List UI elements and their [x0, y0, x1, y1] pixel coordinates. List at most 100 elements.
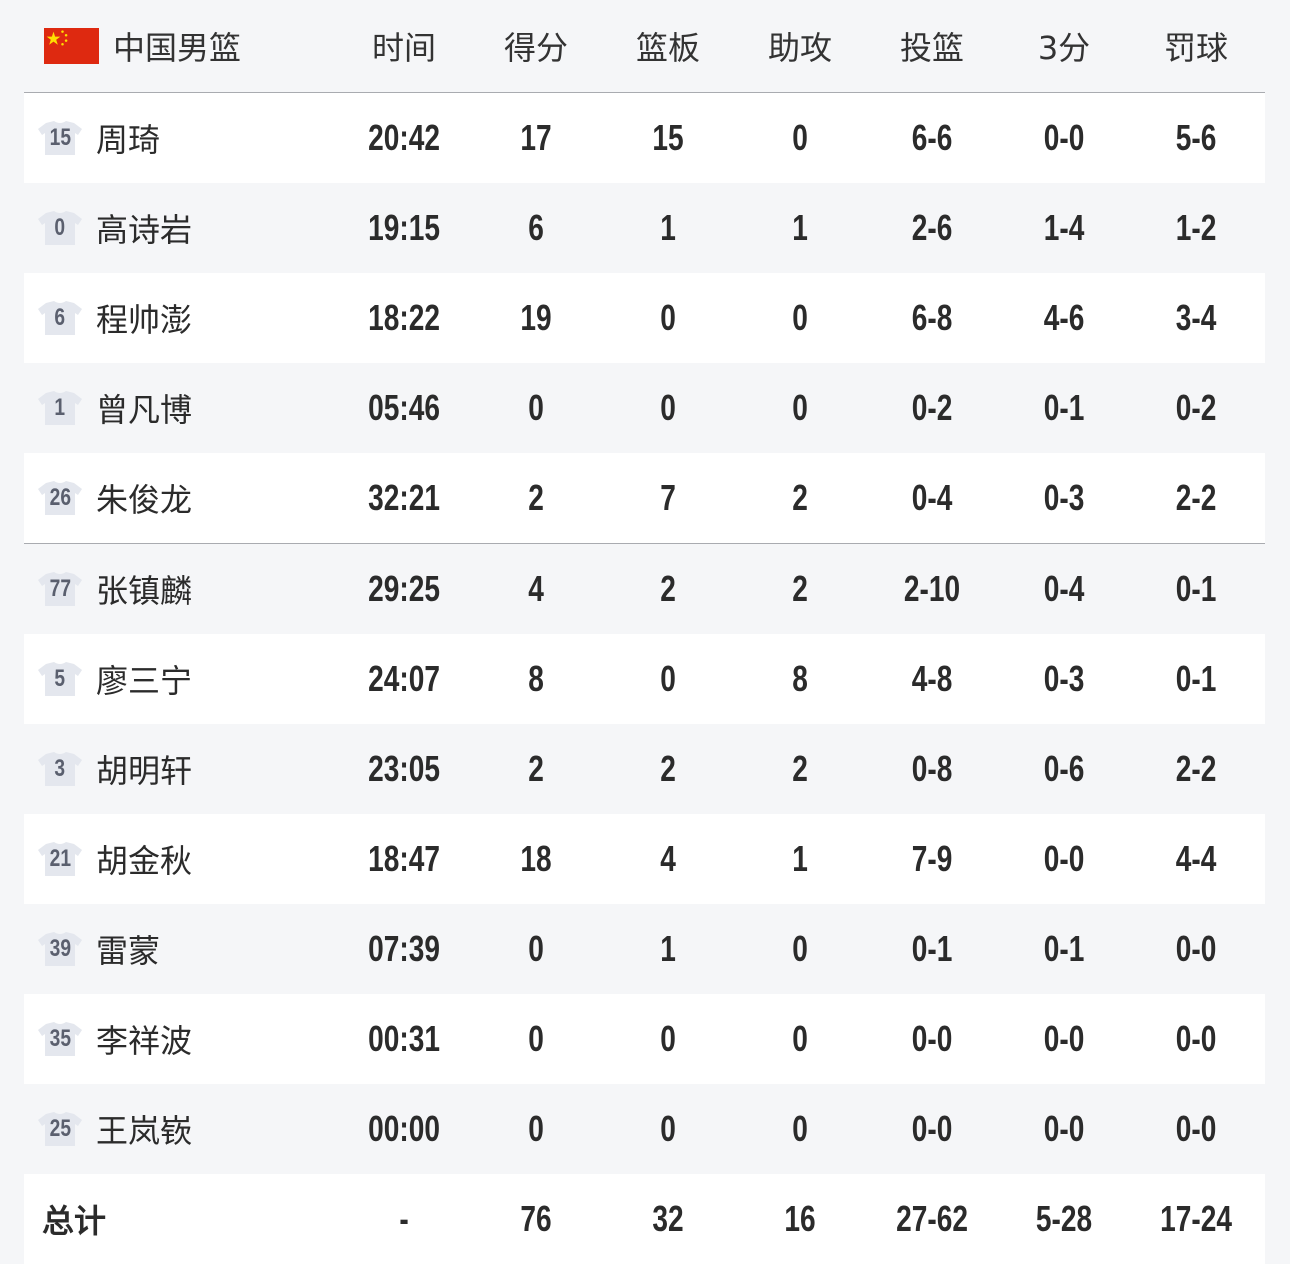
jersey-number: 21 [49, 845, 71, 872]
stat-value: 0 [660, 387, 676, 428]
jersey-icon [38, 301, 82, 335]
stat-cell: 0 [734, 93, 866, 183]
player-row[interactable]: 3 胡明轩 23:05 2 2 2 0-8 0-6 2-2 [24, 724, 1265, 814]
column-header[interactable]: 助攻 [734, 0, 866, 92]
stat-value: 00:31 [368, 1018, 440, 1059]
player-row[interactable]: 35 李祥波 00:31 0 0 0 0-0 0-0 0-0 [24, 994, 1265, 1084]
stat-value: 0-0 [1175, 928, 1217, 969]
stat-value: 0-0 [1043, 1108, 1085, 1149]
player-name[interactable]: 李祥波 [96, 1022, 193, 1060]
stat-cell: 0-0 [1130, 994, 1262, 1084]
jersey-icon [38, 842, 82, 876]
stat-cell: 0-0 [998, 814, 1130, 904]
stat-cell: 07:39 [338, 904, 470, 994]
player-name[interactable]: 胡金秋 [96, 842, 193, 880]
player-name[interactable]: 曾凡博 [96, 391, 193, 429]
team-name: 中国男篮 [113, 29, 242, 67]
stat-cell: 2-2 [1130, 724, 1262, 814]
stat-cell: 05:46 [338, 363, 470, 453]
jersey-icon [38, 752, 82, 786]
stat-value: 4 [660, 838, 676, 879]
jersey-number: 0 [54, 214, 66, 241]
stat-cell: 0 [602, 1084, 734, 1174]
stat-value: 1 [792, 207, 808, 248]
jersey-icon [38, 662, 82, 696]
column-header-label: 篮板 [635, 29, 700, 67]
stat-cell: 6-6 [866, 93, 998, 183]
player-row[interactable]: 1 曾凡博 05:46 0 0 0 0-2 0-1 0-2 [24, 363, 1265, 453]
player-row[interactable]: 6 程帅澎 18:22 19 0 0 6-8 4-6 3-4 [24, 273, 1265, 363]
column-header[interactable]: 3分 [998, 0, 1130, 92]
player-name[interactable]: 张镇麟 [96, 572, 193, 610]
stat-value: 6 [528, 207, 544, 248]
total-value: 32 [652, 1198, 684, 1239]
player-row[interactable]: 39 雷蒙 07:39 0 1 0 0-1 0-1 0-0 [24, 904, 1265, 994]
stat-value: 1-2 [1175, 207, 1217, 248]
player-row[interactable]: 21 胡金秋 18:47 18 4 1 7-9 0-0 4-4 [24, 814, 1265, 904]
stat-cell: 7-9 [866, 814, 998, 904]
stat-value: 2 [792, 568, 808, 609]
player-name[interactable]: 雷蒙 [96, 932, 161, 970]
stat-value: 0-0 [1175, 1108, 1217, 1149]
stat-cell: 0-1 [1130, 634, 1262, 724]
jersey-icon [38, 121, 82, 155]
player-name[interactable]: 周琦 [96, 121, 161, 159]
column-header[interactable]: 得分 [470, 0, 602, 92]
player-name[interactable]: 王岚嵚 [96, 1112, 193, 1150]
stat-cell: 2 [734, 724, 866, 814]
stat-cell: 15 [602, 93, 734, 183]
stat-cell: 6-8 [866, 273, 998, 363]
jersey-number-badge: 77 [38, 572, 82, 606]
stat-cell: 32:21 [338, 453, 470, 543]
stat-cell: 0-3 [998, 634, 1130, 724]
jersey-icon [38, 572, 82, 606]
stat-value: 0 [528, 1108, 544, 1149]
player-name[interactable]: 高诗岩 [96, 211, 193, 249]
column-header[interactable]: 篮板 [602, 0, 734, 92]
column-header[interactable]: 投篮 [866, 0, 998, 92]
jersey-number-badge: 21 [38, 842, 82, 876]
stat-cell: 0-0 [866, 1084, 998, 1174]
stat-value: 24:07 [368, 658, 440, 699]
player-row[interactable]: 5 廖三宁 24:07 8 0 8 4-8 0-3 0-1 [24, 634, 1265, 724]
player-row[interactable]: 25 王岚嵚 00:00 0 0 0 0-0 0-0 0-0 [24, 1084, 1265, 1174]
player-name[interactable]: 朱俊龙 [96, 481, 193, 519]
player-row[interactable]: 77 张镇麟 29:25 4 2 2 2-10 0-4 0-1 [24, 543, 1265, 634]
stat-cell: 0-4 [866, 453, 998, 543]
column-header-label: 罚球 [1163, 29, 1228, 67]
jersey-number-badge: 26 [38, 481, 82, 515]
stat-cell: 0-1 [998, 904, 1130, 994]
column-header[interactable]: 时间 [338, 0, 470, 92]
column-header[interactable]: 罚球 [1130, 0, 1262, 92]
stat-value: 2-2 [1175, 477, 1217, 518]
stat-cell: 0-4 [998, 544, 1130, 634]
stat-cell: 1 [734, 183, 866, 273]
jersey-number: 35 [49, 1025, 71, 1052]
jersey-number-badge: 3 [38, 752, 82, 786]
stat-value: 0 [792, 1108, 808, 1149]
jersey-number-badge: 25 [38, 1112, 82, 1146]
jersey-number: 25 [49, 1115, 71, 1142]
stat-value: 17 [520, 117, 552, 158]
stat-value: 2-2 [1175, 748, 1217, 789]
stat-value: 6-8 [911, 297, 953, 338]
stat-value: 0 [792, 387, 808, 428]
player-row[interactable]: 26 朱俊龙 32:21 2 7 2 0-4 0-3 2-2 [24, 453, 1265, 543]
player-name[interactable]: 廖三宁 [96, 662, 193, 700]
stat-value: 0 [528, 387, 544, 428]
stat-value: 0 [660, 658, 676, 699]
stat-cell: 0 [602, 634, 734, 724]
stat-value: 2-6 [911, 207, 953, 248]
player-name[interactable]: 程帅澎 [96, 301, 193, 339]
column-header-label: 助攻 [767, 29, 832, 67]
player-row[interactable]: 15 周琦 20:42 17 15 0 6-6 0-0 5-6 [24, 93, 1265, 183]
stat-value: 1 [660, 928, 676, 969]
stat-value: 0 [792, 117, 808, 158]
player-row[interactable]: 0 高诗岩 19:15 6 1 1 2-6 1-4 1-2 [24, 183, 1265, 273]
player-name[interactable]: 胡明轩 [96, 752, 193, 790]
stat-cell: 19 [470, 273, 602, 363]
total-value: 17-24 [1160, 1198, 1232, 1239]
stat-cell: 4-4 [1130, 814, 1262, 904]
stat-cell: 0 [734, 1084, 866, 1174]
stat-value: 2 [528, 748, 544, 789]
